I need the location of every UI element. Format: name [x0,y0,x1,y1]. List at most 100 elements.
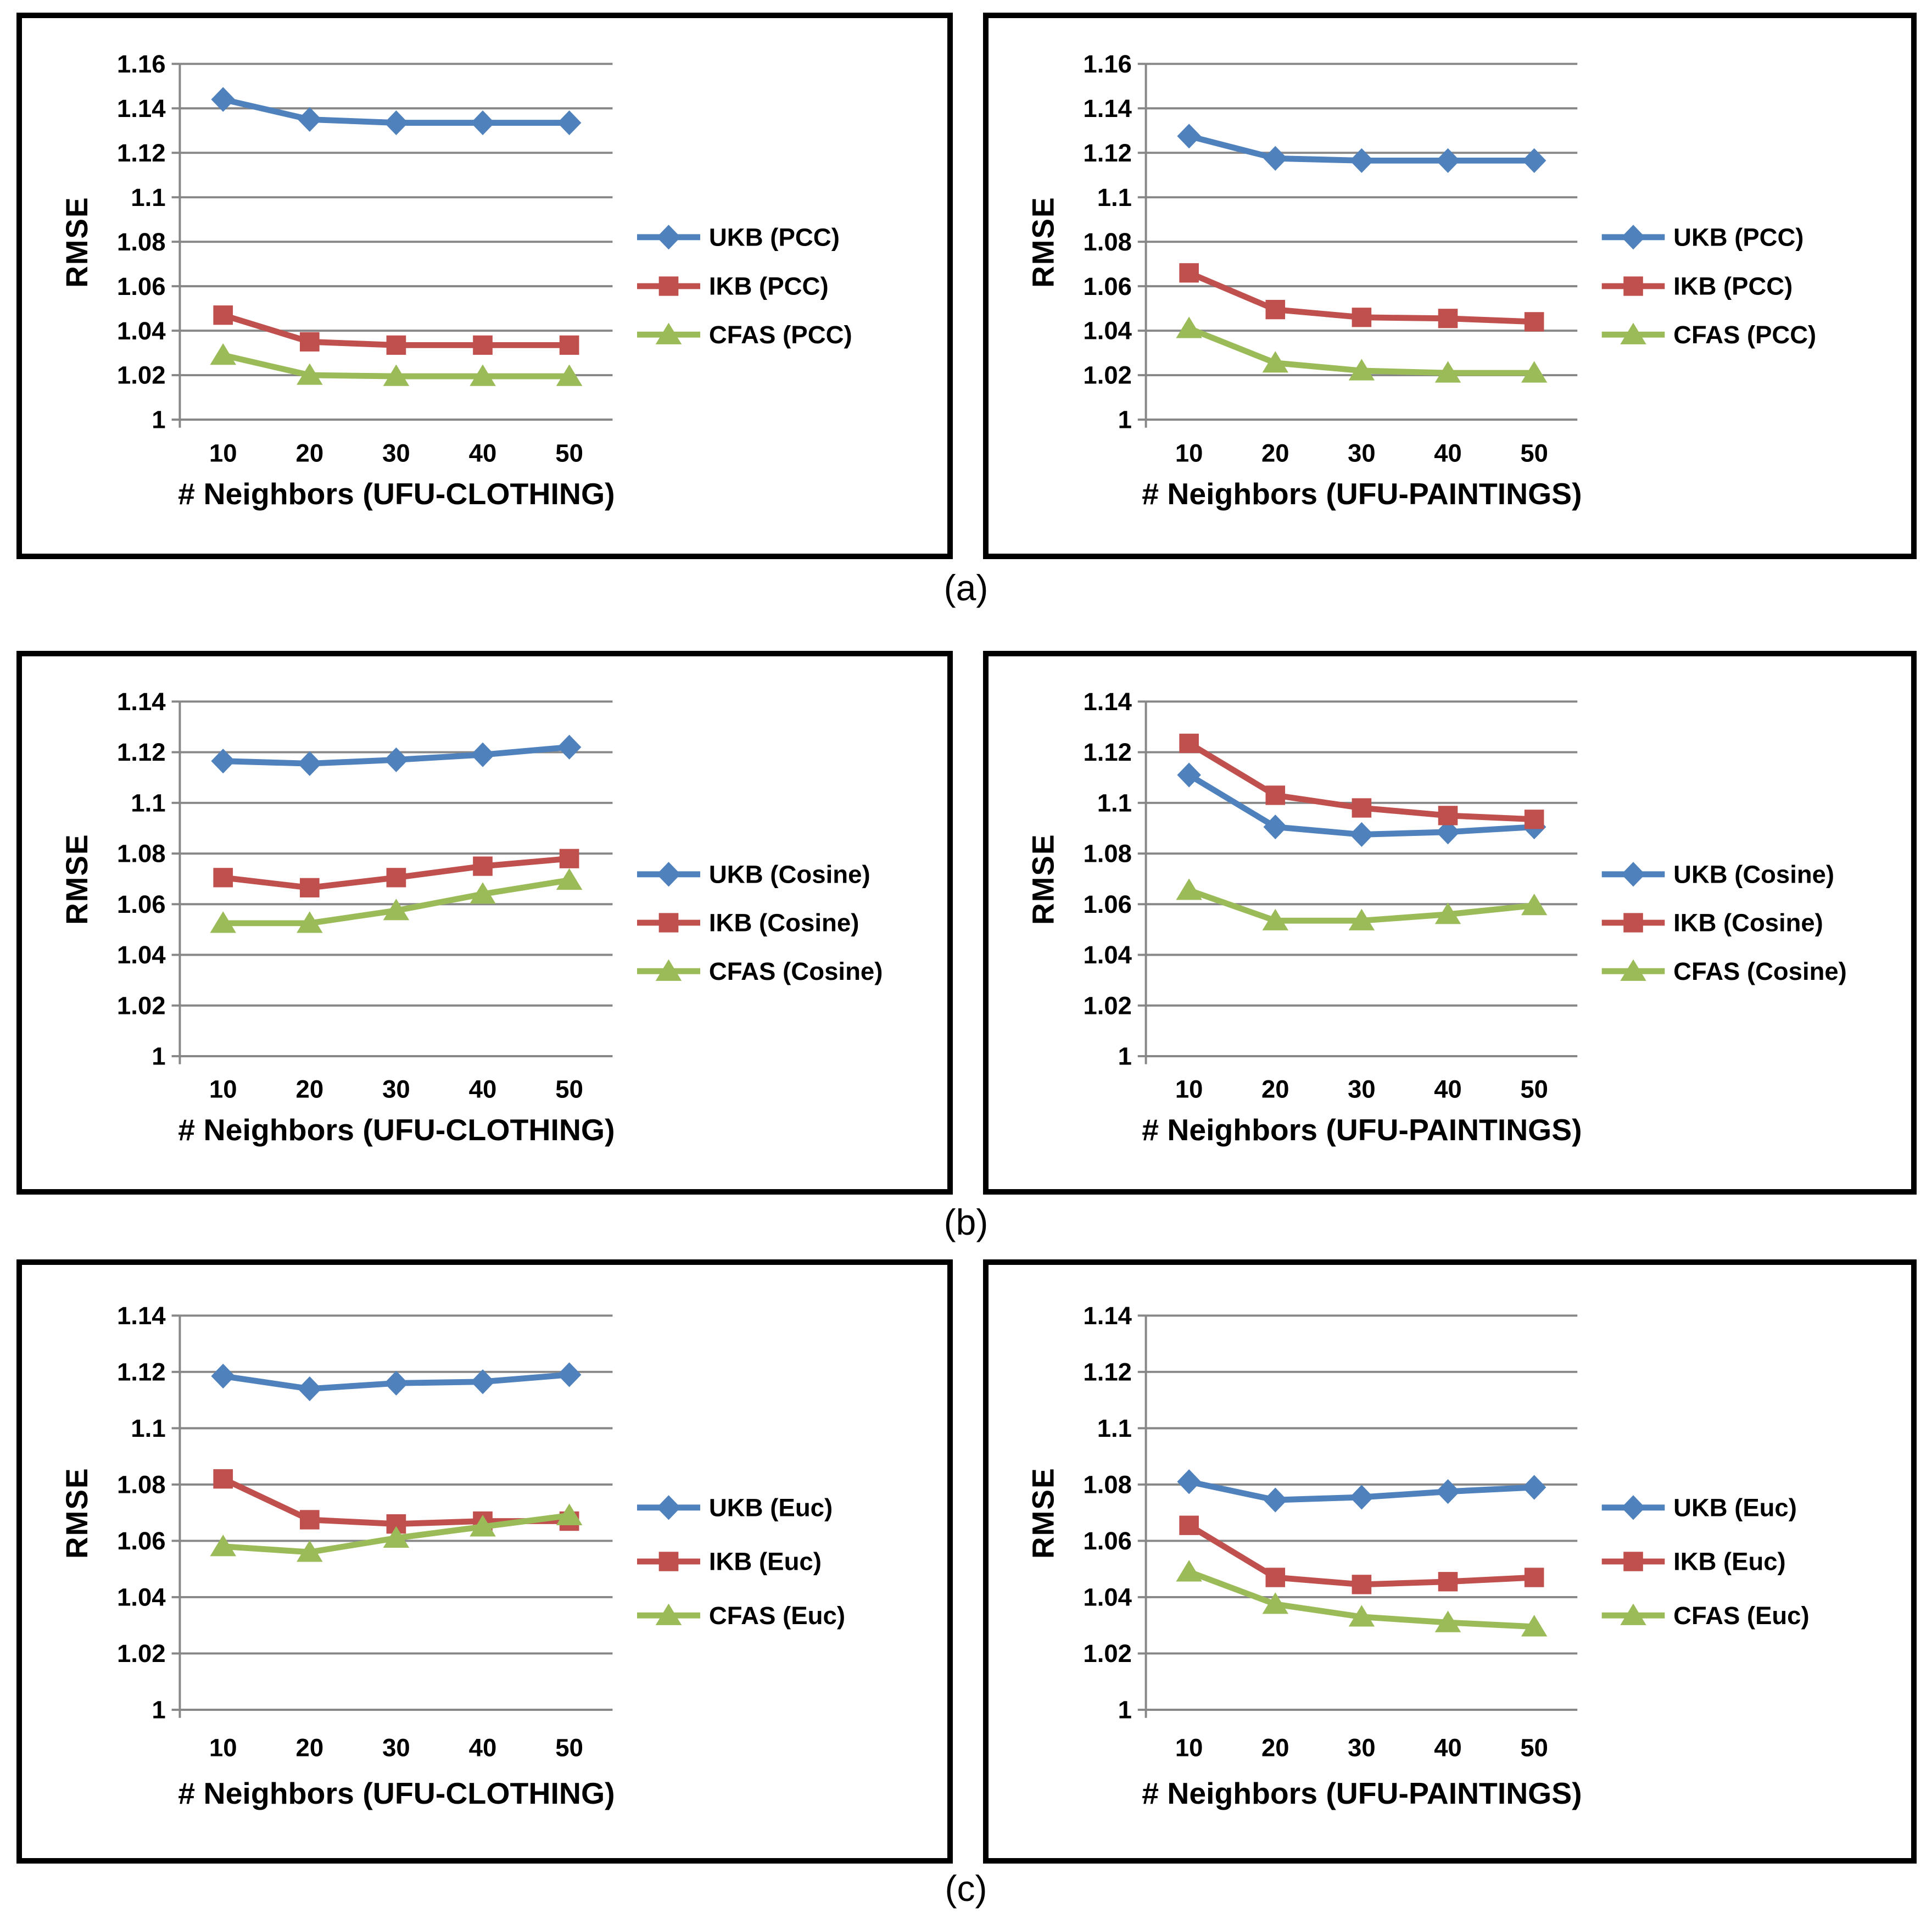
triangle-marker-icon [470,364,496,386]
x-tick-label: 40 [1434,1075,1462,1103]
y-tick-label: 1.06 [1083,890,1131,918]
diamond-marker-icon [1177,1469,1201,1494]
y-tick-label: 1.08 [117,840,166,868]
legend-item: CFAS (Cosine) [637,957,883,985]
y-tick-label: 1.12 [117,1358,166,1386]
diamond-marker-icon [471,1369,495,1395]
legend-item: UKB (PCC) [637,224,840,252]
square-marker-icon [1623,1552,1643,1571]
square-marker-icon [299,1510,320,1530]
line-chart-a-ufu-clothing-pcc: 1 1.02 1.04 1.06 1.08 1.1 1.12 1.14 1.16 10 20 30 40… [60,50,852,511]
square-marker-icon [473,335,493,355]
triangle-marker-icon [1348,359,1375,381]
square-marker-icon [1524,1568,1544,1587]
diamond-marker-icon [211,749,236,774]
y-tick-label: 1.08 [1083,1471,1131,1499]
x-axis-title: # Neighbors (UFU-PAINTINGS) [1142,1776,1582,1810]
diamond-marker-icon [656,225,681,250]
triangle-marker-icon [210,343,237,365]
line-chart-c-ufu-paintings-euc: 1 1.02 1.04 1.06 1.08 1.1 1.12 1.14 10 20 30 40 50 UK… [1026,1302,1809,1810]
diamond-marker-icon [1522,1475,1546,1500]
legend-item: IKB (PCC) [637,272,829,300]
x-tick-label: 50 [555,1734,583,1762]
x-tick-label: 20 [1261,1075,1289,1103]
triangle-marker-icon [1262,1592,1288,1614]
y-axis-title: RMSE [1026,833,1060,924]
legend-item: CFAS (Cosine) [1601,957,1847,985]
line-chart-c-ufu-clothing-euc: 1 1.02 1.04 1.06 1.08 1.1 1.12 1.14 10 20 30 40 50 UK… [60,1302,845,1810]
x-tick-label: 40 [469,1075,497,1103]
legend-label: CFAS (Euc) [1673,1602,1809,1630]
y-tick-label: 1.02 [117,992,166,1020]
legend-label: IKB (PCC) [1673,272,1793,300]
x-tick-label: 30 [382,1734,410,1762]
diamond-marker-icon [471,742,495,767]
y-tick-label: 1 [152,1042,165,1070]
y-tick-label: 1.1 [1097,1414,1132,1442]
diamond-marker-icon [1621,1495,1645,1520]
x-axis-title: # Neighbors (UFU-CLOTHING) [178,1776,615,1810]
triangle-marker-icon [556,364,583,386]
x-tick-label: 50 [555,439,583,467]
y-tick-label: 1.12 [1083,1358,1131,1386]
legend-label: UKB (PCC) [709,224,840,252]
triangle-marker-icon [1176,878,1202,900]
chart-box-c-left: 1 1.02 1.04 1.06 1.08 1.1 1.12 1.14 10 20 30 40 50 UK… [16,1259,953,1864]
y-tick-label: 1.12 [117,738,166,766]
y-tick-label: 1.16 [117,50,166,78]
diamond-marker-icon [1522,148,1546,173]
x-tick-label: 10 [1175,439,1203,467]
square-marker-icon [1352,798,1372,818]
triangle-marker-icon [383,899,410,921]
diamond-marker-icon [557,734,582,760]
legend-item: UKB (Cosine) [1601,861,1834,888]
legend-item: IKB (PCC) [1601,272,1793,300]
square-marker-icon [1438,309,1458,328]
square-marker-icon [1179,1515,1199,1535]
panel-label-a: (a) [943,567,989,608]
triangle-marker-icon [1348,908,1375,930]
triangle-marker-icon [1434,902,1461,924]
triangle-marker-icon [1620,322,1646,344]
diamond-marker-icon [384,747,409,772]
y-tick-label: 1 [152,1696,165,1724]
x-tick-label: 10 [209,439,237,467]
diamond-marker-icon [1263,1487,1288,1513]
triangle-marker-icon [1434,1610,1461,1632]
square-marker-icon [213,868,233,888]
chart-box-b-left: 1 1.02 1.04 1.06 1.08 1.1 1.12 1.14 10 20 30 40 50 UK… [16,651,953,1195]
legend-label: IKB (Euc) [1673,1548,1786,1576]
x-axis-title: # Neighbors (UFU-PAINTINGS) [1142,1113,1582,1147]
x-tick-label: 20 [295,1075,323,1103]
triangle-marker-icon [470,1515,496,1537]
y-tick-label: 1 [1118,406,1132,434]
y-tick-label: 1.02 [117,361,166,389]
square-marker-icon [1438,1572,1458,1592]
y-tick-label: 1.06 [117,1527,166,1555]
triangle-marker-icon [655,1603,682,1625]
y-tick-label: 1.16 [1083,50,1131,78]
triangle-marker-icon [556,1503,583,1525]
x-tick-label: 20 [295,439,323,467]
square-marker-icon [213,305,233,325]
y-axis-title: RMSE [1026,196,1060,287]
diamond-marker-icon [1436,819,1460,845]
diamond-marker-icon [384,110,409,136]
triangle-marker-icon [1620,959,1646,981]
y-tick-label: 1.04 [1083,1583,1131,1611]
y-tick-label: 1.04 [1083,317,1131,345]
square-marker-icon [386,335,406,355]
x-axis-title: # Neighbors (UFU-CLOTHING) [178,1113,615,1147]
triangle-marker-icon [1620,1603,1646,1625]
square-marker-icon [386,868,406,888]
square-marker-icon [1265,785,1286,805]
square-marker-icon [213,1469,233,1489]
x-tick-label: 10 [1175,1734,1203,1762]
triangle-marker-icon [1262,908,1288,930]
legend-label: CFAS (Euc) [709,1602,845,1630]
y-axis-title: RMSE [60,196,94,287]
diamond-marker-icon [1349,822,1374,847]
y-tick-label: 1.12 [1083,139,1131,167]
triangle-marker-icon [1176,1560,1202,1582]
legend-item: UKB (Cosine) [637,861,870,888]
